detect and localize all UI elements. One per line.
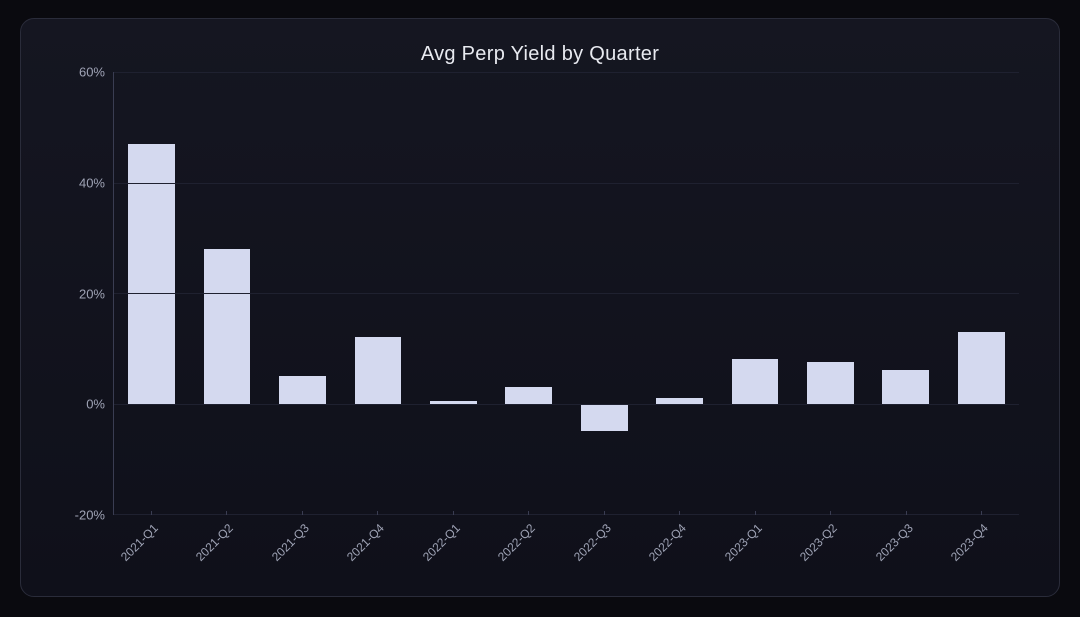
y-axis: -20%0%20%40%60% [51,72,113,515]
x-tick-label: 2023-Q2 [797,521,840,564]
bar [958,332,1005,404]
x-tick-label: 2022-Q1 [420,521,463,564]
bar [882,370,929,403]
bar [732,359,779,403]
gridline [114,72,1019,73]
x-tick-label: 2021-Q3 [269,521,312,564]
x-tick [906,511,907,515]
x-tick [981,511,982,515]
chart-body [113,72,1019,515]
x-tick-label: 2023-Q3 [873,521,916,564]
gridline [114,183,1019,184]
x-axis: 2021-Q1 2021-Q2 2021-Q3 2021-Q4 2022-Q1 2022-… [113,515,1019,575]
x-tick-label: 2021-Q4 [344,521,387,564]
x-tick [604,511,605,515]
x-tick [830,511,831,515]
y-tick-label: 20% [79,286,105,301]
x-tick-label: 2023-Q1 [722,521,765,564]
x-tick [679,511,680,515]
x-tick-label: 2021-Q1 [118,521,161,564]
x-tick-label: 2023-Q4 [948,521,991,564]
bar [581,404,628,432]
gridline [114,404,1019,405]
y-tick-label: 0% [86,397,105,412]
bar [279,376,326,404]
x-tick [302,511,303,515]
y-tick-label: 40% [79,175,105,190]
x-tick [151,511,152,515]
chart-card: Avg Perp Yield by Quarter -20% 0% 20% 40% 60… [20,18,1060,597]
x-tick [453,511,454,515]
y-tick-label: -20% [75,508,105,523]
bar [355,337,402,403]
gridline [114,293,1019,294]
chart-title: Avg Perp Yield by Quarter [51,43,1029,66]
x-tick [377,511,378,515]
x-tick [226,511,227,515]
chart-plot: -20%0%20%40%60% 2021-Q12021-Q22021-Q3202… [51,72,1029,575]
x-tick-label: 2022-Q4 [646,521,689,564]
x-tick [528,511,529,515]
x-tick-label: 2022-Q3 [571,521,614,564]
x-tick-label: 2022-Q2 [495,521,538,564]
bar [807,362,854,403]
bar [204,249,251,404]
bar [505,387,552,404]
y-tick-label: 60% [79,65,105,80]
x-tick [755,511,756,515]
x-tick-label: 2021-Q2 [193,521,236,564]
